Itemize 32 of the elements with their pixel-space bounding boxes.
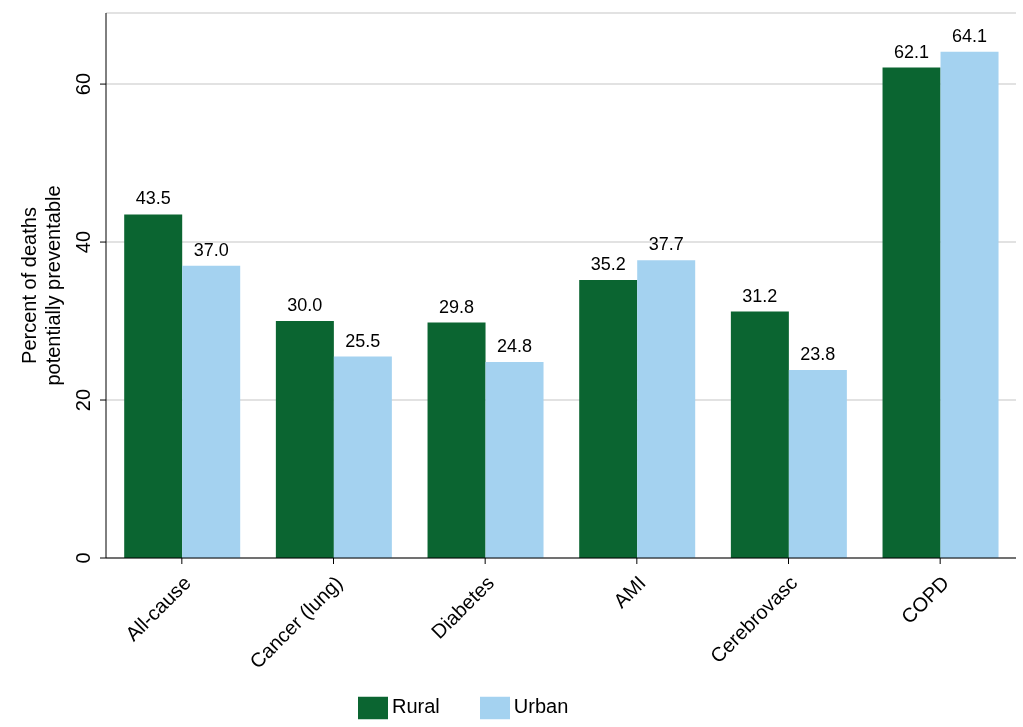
- bar: [485, 362, 544, 558]
- data-label: 30.0: [287, 295, 323, 316]
- bar: [427, 322, 486, 558]
- bar: [333, 356, 392, 558]
- y-tick-label: 20: [72, 388, 94, 412]
- data-label: 31.2: [742, 285, 778, 306]
- bar: [940, 51, 999, 558]
- data-label: 43.5: [135, 188, 171, 209]
- x-tick-label: AMI: [609, 571, 650, 613]
- data-label: 37.0: [193, 239, 229, 260]
- legend-label: Rural: [392, 695, 440, 718]
- y-axis-title: Percent of deaths potentially preventable: [18, 185, 64, 386]
- bar: [637, 260, 696, 558]
- bar: [730, 311, 789, 558]
- data-label: 25.5: [345, 330, 381, 351]
- data-label: 62.1: [894, 41, 930, 62]
- bar: [788, 370, 847, 558]
- bar: [124, 214, 183, 558]
- data-label: 35.2: [590, 253, 626, 274]
- data-label: 29.8: [439, 296, 475, 317]
- bar: [579, 279, 638, 558]
- data-label: 37.7: [648, 234, 684, 255]
- bar: [182, 265, 241, 558]
- bar: [275, 321, 334, 558]
- legend-label: Urban: [513, 695, 569, 718]
- data-label: 24.8: [497, 336, 533, 357]
- y-tick-label: 60: [72, 72, 94, 96]
- bar: [882, 67, 941, 558]
- data-label: 23.8: [800, 344, 836, 365]
- y-tick-label: 0: [72, 552, 94, 564]
- y-tick-label: 40: [72, 230, 94, 254]
- data-label: 64.1: [952, 25, 988, 46]
